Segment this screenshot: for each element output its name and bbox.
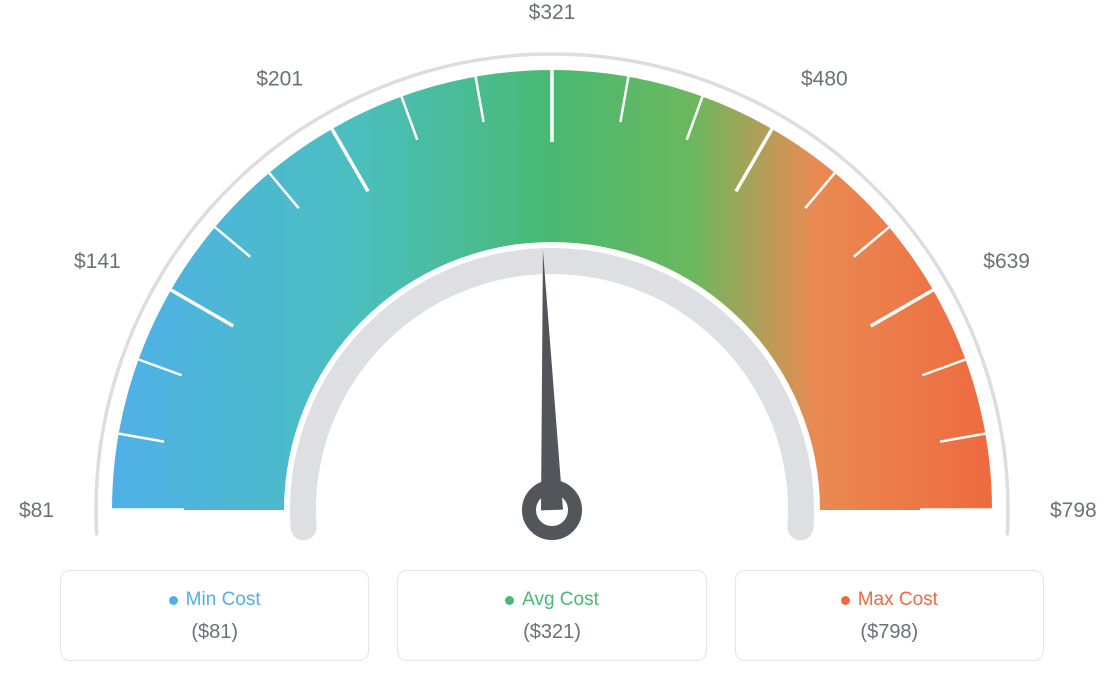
legend-label: Avg Cost <box>522 589 599 611</box>
gauge-tick-label: $798 <box>1050 499 1097 522</box>
gauge-tick-label: $201 <box>256 68 303 91</box>
gauge-chart: $81 $141 $201 $321 $480 $639 $798 <box>0 0 1104 560</box>
gauge-tick-label: $141 <box>74 250 121 273</box>
gauge-svg: $81 $141 $201 $321 $480 $639 $798 <box>0 0 1104 560</box>
legend-label: Max Cost <box>858 589 938 611</box>
gauge-needle <box>541 250 563 510</box>
legend-value: ($798) <box>746 621 1033 644</box>
gauge-tick-label: $321 <box>529 1 576 24</box>
dot-icon <box>505 596 514 605</box>
legend-card-max: Max Cost ($798) <box>735 570 1044 661</box>
legend-title-max: Max Cost <box>841 589 938 611</box>
legend-label: Min Cost <box>186 589 261 611</box>
legend-value: ($321) <box>408 621 695 644</box>
legend-card-min: Min Cost ($81) <box>60 570 369 661</box>
dot-icon <box>169 596 178 605</box>
gauge-tick-label: $480 <box>801 68 848 91</box>
legend-title-min: Min Cost <box>169 589 261 611</box>
legend-value: ($81) <box>71 621 358 644</box>
dot-icon <box>841 596 850 605</box>
legend-title-avg: Avg Cost <box>505 589 599 611</box>
legend-card-avg: Avg Cost ($321) <box>397 570 706 661</box>
gauge-tick-label: $639 <box>983 250 1030 273</box>
gauge-tick-label: $81 <box>19 499 54 522</box>
legend-row: Min Cost ($81) Avg Cost ($321) Max Cost … <box>0 570 1104 661</box>
